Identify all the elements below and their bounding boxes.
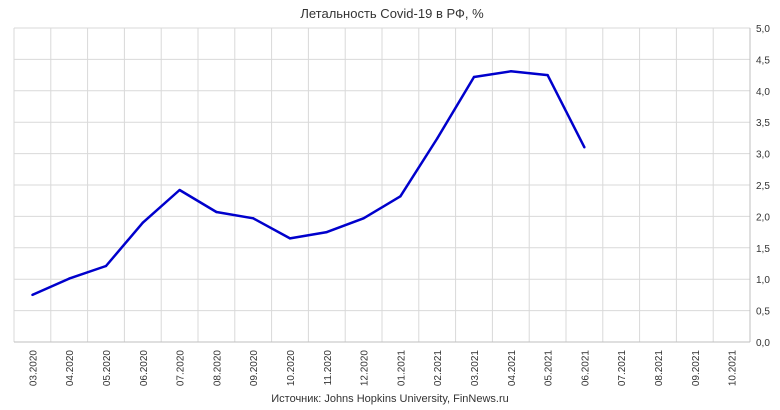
x-tick-label: 05.2021: [544, 350, 555, 387]
x-tick-label: 10.2021: [728, 350, 739, 387]
y-tick-label: 0,0: [756, 338, 770, 349]
y-axis-ticks: 0,0 0,5 1,0 1,5 2,0 2,5 3,0 3,5 4,0 4,5 5,0: [756, 24, 770, 349]
y-tick-label: 3,5: [756, 118, 770, 129]
data-point: [141, 221, 144, 224]
x-tick-label: 11.2020: [323, 350, 334, 386]
y-tick-label: 4,5: [756, 55, 770, 66]
x-tick-label: 04.2021: [507, 350, 518, 387]
data-point: [362, 217, 365, 220]
y-tick-label: 0,5: [756, 307, 770, 318]
x-tick-label: 08.2020: [212, 350, 223, 387]
x-axis-ticks: 03.2020 04.2020 05.2020 06.2020 07.2020 08.20…: [28, 350, 738, 387]
x-tick-label: 04.2020: [65, 350, 76, 387]
chart-title: Летальность Covid-19 в РФ, %: [300, 6, 484, 21]
x-tick-label: 06.2021: [580, 350, 591, 387]
x-tick-label: 03.2020: [28, 350, 39, 387]
data-point: [288, 237, 292, 240]
x-tick-label: 05.2020: [102, 350, 113, 387]
x-tick-label: 07.2020: [176, 350, 187, 387]
y-tick-label: 5,0: [756, 24, 770, 35]
data-point: [68, 277, 71, 280]
data-point: [472, 75, 476, 79]
x-tick-label: 06.2020: [139, 350, 150, 387]
series-layer: [31, 70, 586, 297]
x-tick-label: 07.2021: [617, 350, 628, 387]
data-point: [104, 264, 108, 268]
x-tick-label: 01.2021: [396, 350, 407, 387]
data-point: [325, 230, 328, 234]
data-point: [436, 137, 439, 140]
x-tick-label: 12.2020: [360, 350, 371, 387]
data-point: [509, 70, 512, 73]
y-tick-label: 1,0: [756, 275, 770, 286]
gridlines: [13, 27, 751, 343]
x-tick-label: 10.2020: [286, 350, 297, 387]
data-point: [252, 217, 255, 220]
x-tick-label: 09.2020: [249, 350, 260, 387]
x-tick-label: 03.2021: [470, 350, 481, 387]
series-line: [31, 70, 586, 297]
y-tick-label: 2,5: [756, 181, 770, 192]
y-tick-label: 3,0: [756, 150, 770, 161]
data-point: [215, 210, 218, 214]
data-point: [583, 146, 586, 149]
y-tick-label: 4,0: [756, 87, 770, 98]
axes: [14, 28, 751, 343]
y-tick-label: 2,0: [756, 212, 770, 223]
x-tick-label: 08.2021: [654, 350, 665, 387]
data-point: [399, 195, 402, 198]
x-tick-label: 09.2021: [691, 350, 702, 387]
data-point: [31, 293, 34, 297]
x-tick-label: 02.2021: [433, 350, 444, 387]
data-point: [178, 188, 181, 192]
data-point: [546, 73, 549, 77]
chart-source: Источник: Johns Hopkins University, FinN…: [271, 393, 508, 405]
y-tick-label: 1,5: [756, 244, 770, 255]
